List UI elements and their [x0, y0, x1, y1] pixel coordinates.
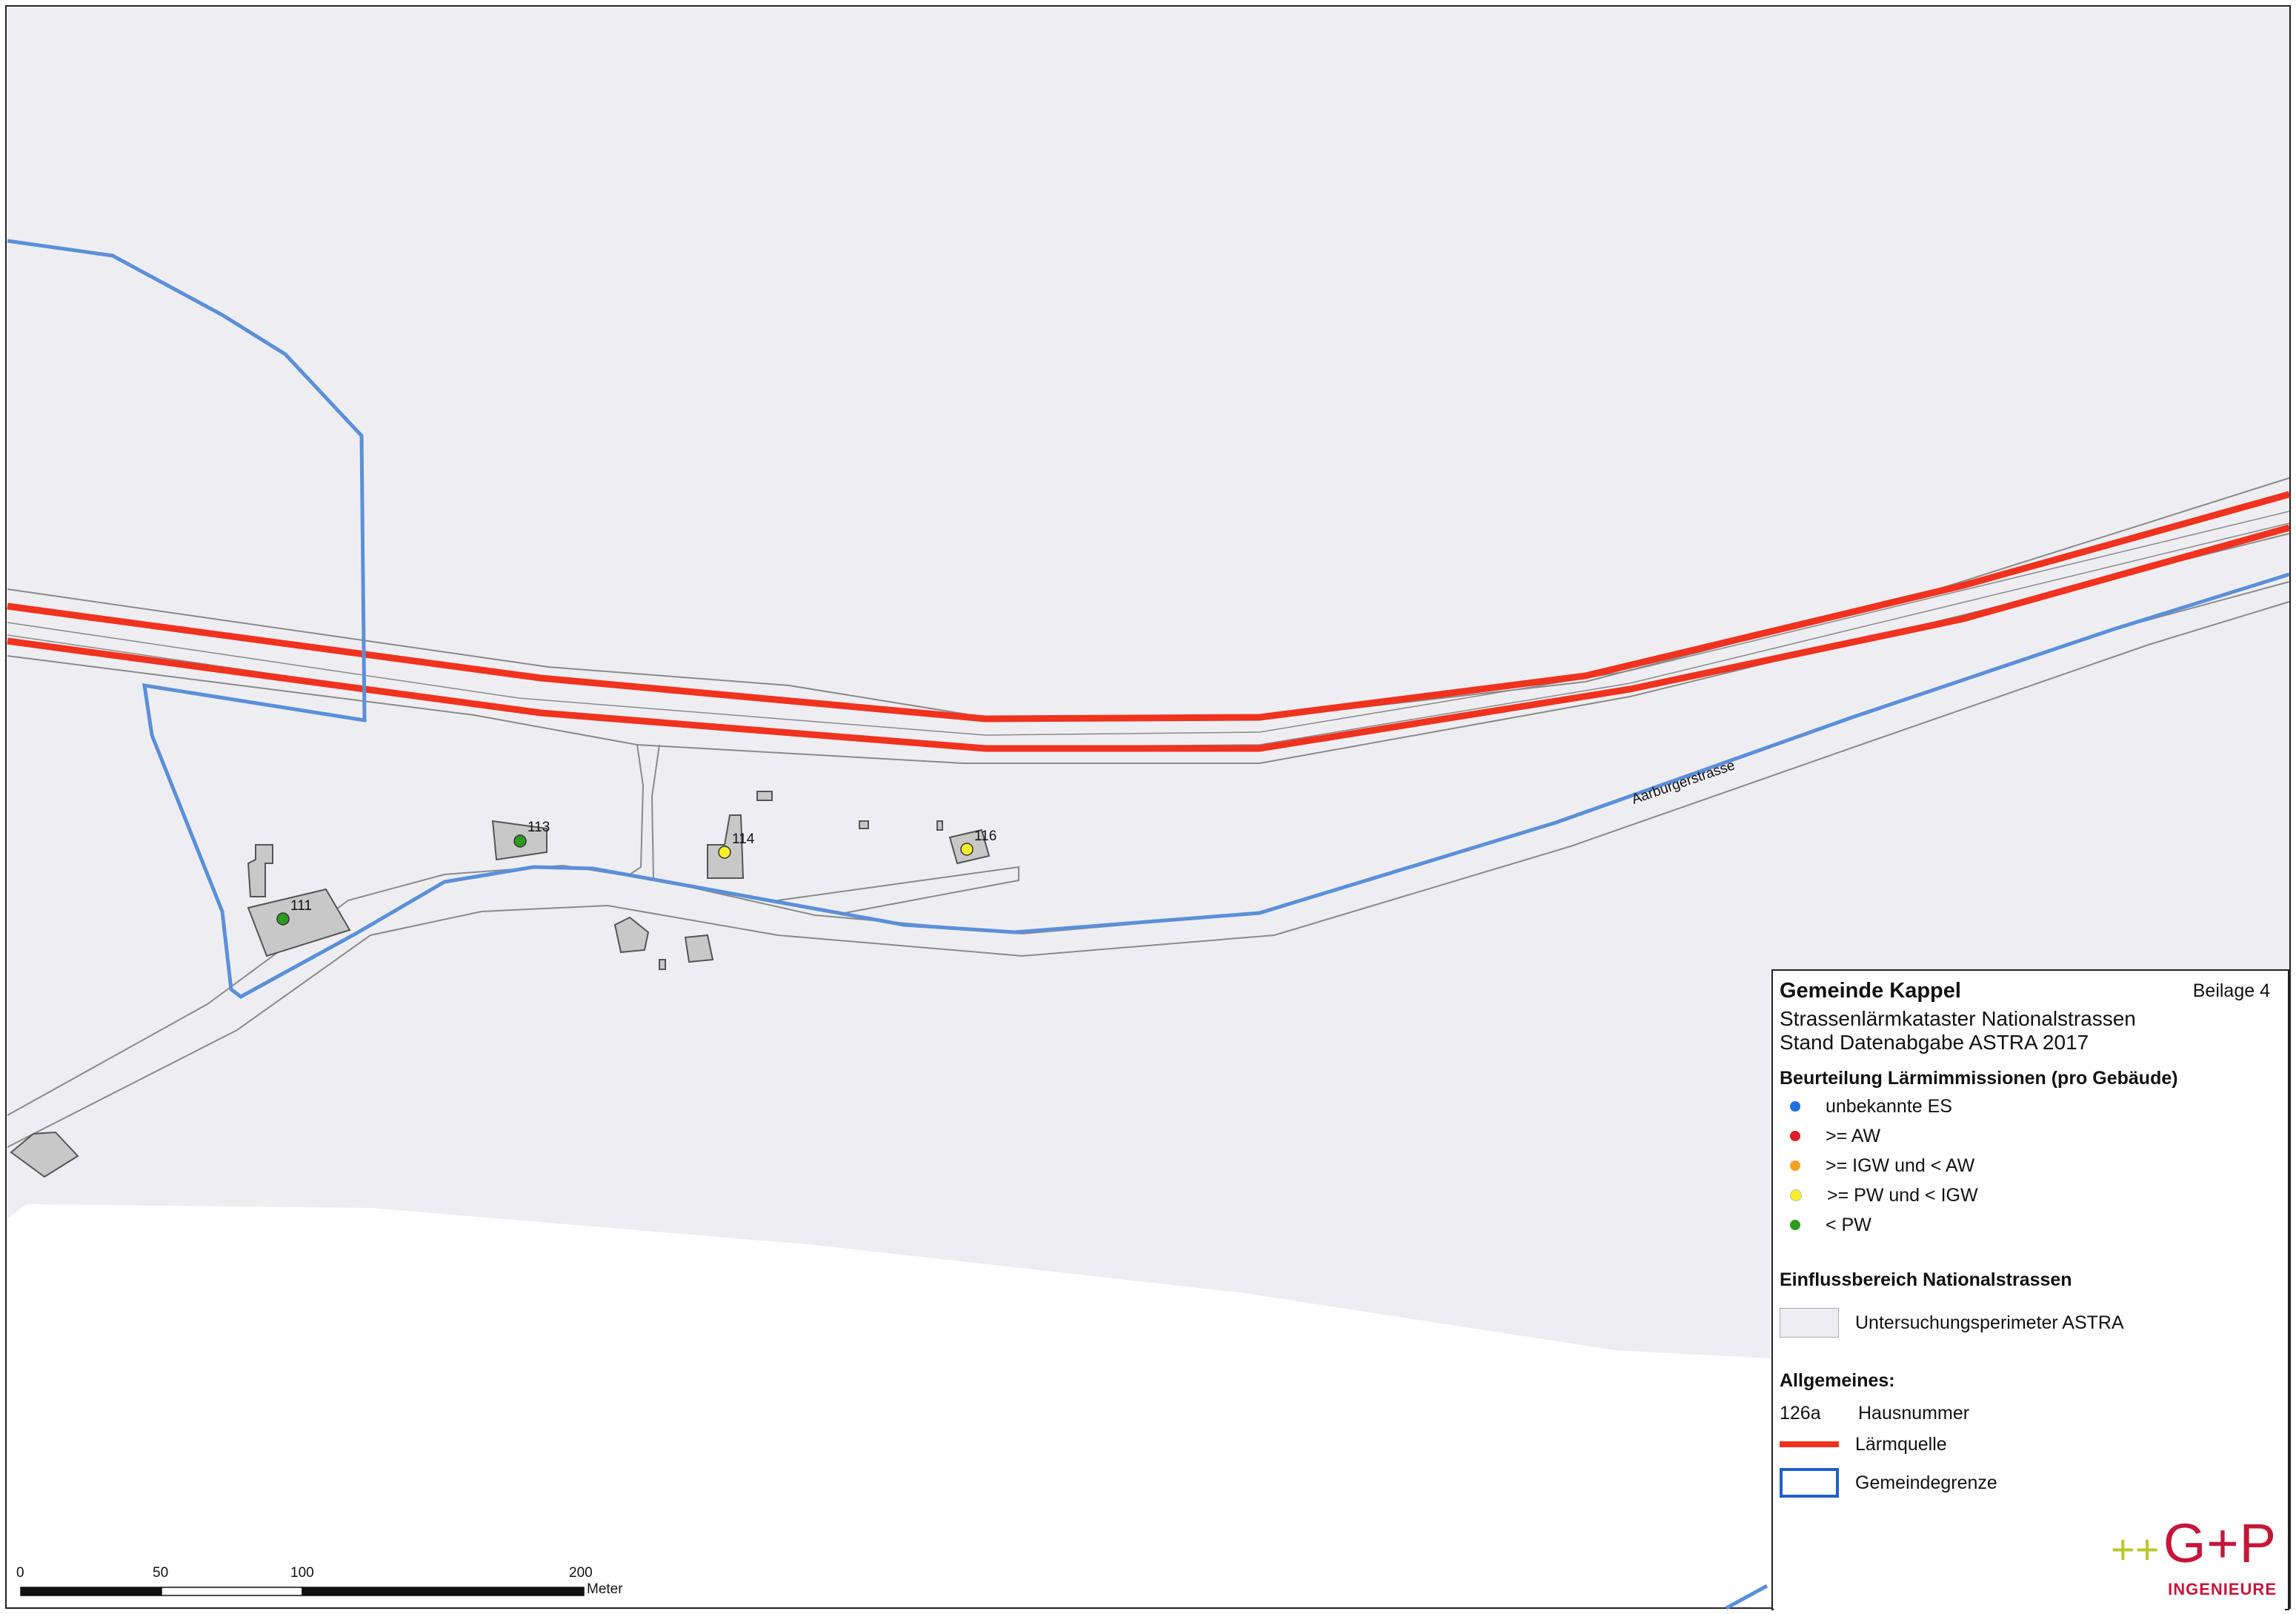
- legend-beilage: Beilage 4: [2192, 980, 2270, 1001]
- perimeter-swatch-icon: [1780, 1308, 1839, 1338]
- legend-item-label: >= AW: [1826, 1125, 1881, 1146]
- legend-item-below-pw: < PW: [1780, 1213, 1871, 1237]
- legend-dot-icon: [1790, 1189, 1802, 1201]
- legend-dot-icon: [1790, 1160, 1800, 1171]
- legend-item-igw: >= IGW und < AW: [1780, 1154, 1974, 1178]
- legend-item-noise-source: Lärmquelle: [1780, 1432, 1947, 1456]
- scalebar: [20, 1587, 585, 1596]
- legend-item-label: >= IGW und < AW: [1826, 1155, 1975, 1176]
- scalebar-unit: Meter: [587, 1581, 623, 1597]
- legend-section-general: Allgemeines:: [1780, 1370, 1895, 1391]
- legend-item-label: Lärmquelle: [1855, 1433, 1947, 1455]
- legend-dot-icon: [1790, 1131, 1800, 1141]
- legend-item-label: >= PW und < IGW: [1827, 1184, 1978, 1206]
- assessment-point-113: [513, 834, 527, 848]
- legend-item-boundary: Gemeindegrenze: [1780, 1467, 1997, 1499]
- legend-item-label: unbekannte ES: [1826, 1095, 1952, 1117]
- legend-item-unknown: unbekannte ES: [1780, 1095, 1952, 1118]
- assessment-point-114: [718, 846, 731, 859]
- logo-subtitle: INGENIEURE: [2168, 1580, 2277, 1598]
- housenumber-label: 113: [528, 820, 550, 835]
- legend-item-housenumber: 126a Hausnummer: [1780, 1401, 1969, 1425]
- legend-dot-icon: [1790, 1101, 1800, 1112]
- legend-item-aw: >= AW: [1780, 1124, 1880, 1148]
- logo-mark: G+P: [2163, 1512, 2277, 1574]
- assessment-points: [276, 834, 974, 926]
- untersuchungsperimeter-area: [7, 7, 2289, 1386]
- scalebar-tick-label: 100: [290, 1565, 314, 1581]
- legend-panel: Gemeinde Kappel Beilage 4 Strassenlärmka…: [1774, 972, 2285, 1610]
- boundary-swatch-icon: [1780, 1468, 1839, 1498]
- legend-dot-icon: [1790, 1220, 1800, 1230]
- housenumber-label: 114: [732, 831, 755, 847]
- logo-plus-marks: ++: [2111, 1526, 2160, 1573]
- housenumber-label: 111: [290, 898, 312, 914]
- legend-section-assessment: Beurteilung Lärmimmissionen (pro Gebäude…: [1780, 1068, 2178, 1089]
- legend-section-influence: Einflussbereich Nationalstrassen: [1780, 1269, 2072, 1290]
- legend-item-pw: >= PW und < IGW: [1780, 1183, 1978, 1207]
- scalebar-tick-label: 200: [569, 1565, 593, 1581]
- gp-logo: ++ G+P INGENIEURE: [2108, 1512, 2286, 1608]
- legend-subtitle-2: Stand Datenabgabe ASTRA 2017: [1780, 1031, 2089, 1054]
- legend-item-label: Gemeindegrenze: [1855, 1472, 1997, 1493]
- gemeindegrenze-lines: [7, 239, 2290, 1610]
- scalebar-tick-label: 0: [16, 1565, 24, 1581]
- noise-source-line-icon: [1780, 1441, 1839, 1447]
- legend-title: Gemeinde Kappel: [1780, 979, 1961, 1003]
- assessment-point-111: [276, 912, 290, 926]
- scalebar-tick-label: 50: [153, 1565, 169, 1581]
- housenumber-example: 126a: [1780, 1402, 1821, 1424]
- legend-item-label: Untersuchungsperimeter ASTRA: [1855, 1312, 2124, 1333]
- housenumber-label: 116: [974, 828, 996, 844]
- laermquelle-lines: [7, 491, 2291, 752]
- assessment-point-116: [960, 843, 974, 856]
- legend-subtitle-1: Strassenlärmkataster Nationalstrassen: [1780, 1007, 2136, 1030]
- legend-item-label: Hausnummer: [1858, 1402, 1970, 1424]
- legend-item-perimeter: Untersuchungsperimeter ASTRA: [1780, 1306, 2124, 1339]
- legend-item-label: < PW: [1826, 1214, 1871, 1235]
